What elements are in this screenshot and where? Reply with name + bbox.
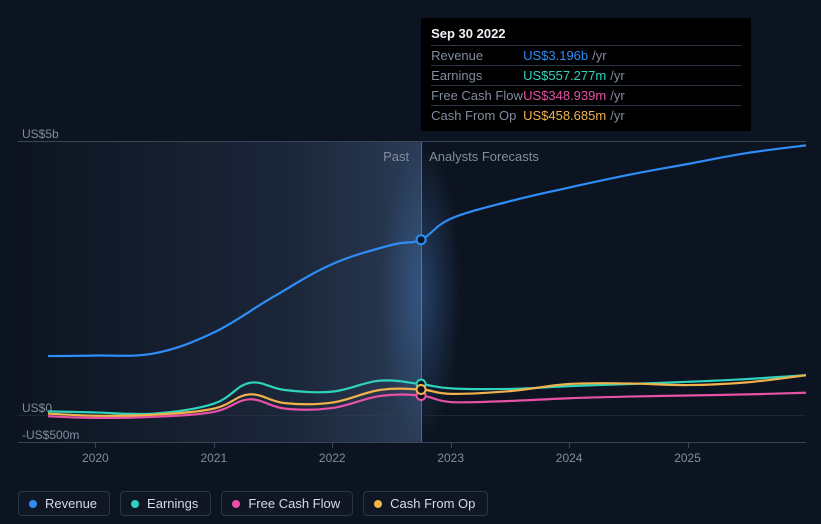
x-axis-label: 2021 (200, 451, 227, 465)
legend-label: Earnings (147, 496, 198, 511)
x-axis-label: 2023 (437, 451, 464, 465)
legend-label: Revenue (45, 496, 97, 511)
y-axis-label: US$5b (22, 127, 59, 141)
x-axis-label: 2020 (82, 451, 109, 465)
tooltip-row-label: Cash From Op (431, 108, 523, 123)
legend-item-fcf[interactable]: Free Cash Flow (221, 491, 353, 516)
tooltip-row-value: US$557.277m (523, 68, 606, 83)
tooltip-row-suffix: /yr (610, 108, 624, 123)
legend: Revenue Earnings Free Cash Flow Cash From O… (18, 491, 488, 516)
chart-area: Past Analysts Forecasts US$5b US$0 -US$500… (18, 0, 806, 445)
zero-line (18, 415, 806, 416)
legend-item-cfo[interactable]: Cash From Op (363, 491, 488, 516)
tooltip-row-value: US$348.939m (523, 88, 606, 103)
tooltip-row: Free Cash FlowUS$348.939m/yr (431, 85, 741, 105)
x-tick (569, 442, 570, 448)
tooltip-row-label: Earnings (431, 68, 523, 83)
tooltip-row-label: Free Cash Flow (431, 88, 523, 103)
tooltip-row: RevenueUS$3.196b/yr (431, 45, 741, 65)
legend-label: Cash From Op (390, 496, 475, 511)
tooltip-row: Cash From OpUS$458.685m/yr (431, 105, 741, 125)
x-axis-label: 2024 (556, 451, 583, 465)
past-label: Past (383, 149, 409, 164)
tooltip-row-suffix: /yr (610, 88, 624, 103)
tooltip-row-value: US$458.685m (523, 108, 606, 123)
now-divider-line (421, 142, 422, 442)
data-tooltip: Sep 30 2022 RevenueUS$3.196b/yrEarningsU… (421, 18, 751, 131)
tooltip-row-suffix: /yr (592, 48, 606, 63)
legend-dot-icon (131, 500, 139, 508)
legend-label: Free Cash Flow (248, 496, 340, 511)
x-tick (332, 442, 333, 448)
y-axis-label: -US$500m (22, 428, 79, 442)
x-tick (95, 442, 96, 448)
tooltip-title: Sep 30 2022 (431, 26, 741, 41)
tooltip-row-suffix: /yr (610, 68, 624, 83)
legend-dot-icon (374, 500, 382, 508)
legend-dot-icon (29, 500, 37, 508)
x-tick (214, 442, 215, 448)
x-axis-label: 2022 (319, 451, 346, 465)
legend-dot-icon (232, 500, 240, 508)
x-axis-label: 2025 (674, 451, 701, 465)
tooltip-row-label: Revenue (431, 48, 523, 63)
past-shade (18, 142, 421, 442)
forecast-label: Analysts Forecasts (429, 149, 539, 164)
y-axis-label: US$0 (22, 401, 52, 415)
legend-item-revenue[interactable]: Revenue (18, 491, 110, 516)
tooltip-row: EarningsUS$557.277m/yr (431, 65, 741, 85)
x-tick (688, 442, 689, 448)
x-tick (451, 442, 452, 448)
tooltip-row-value: US$3.196b (523, 48, 588, 63)
legend-item-earnings[interactable]: Earnings (120, 491, 211, 516)
